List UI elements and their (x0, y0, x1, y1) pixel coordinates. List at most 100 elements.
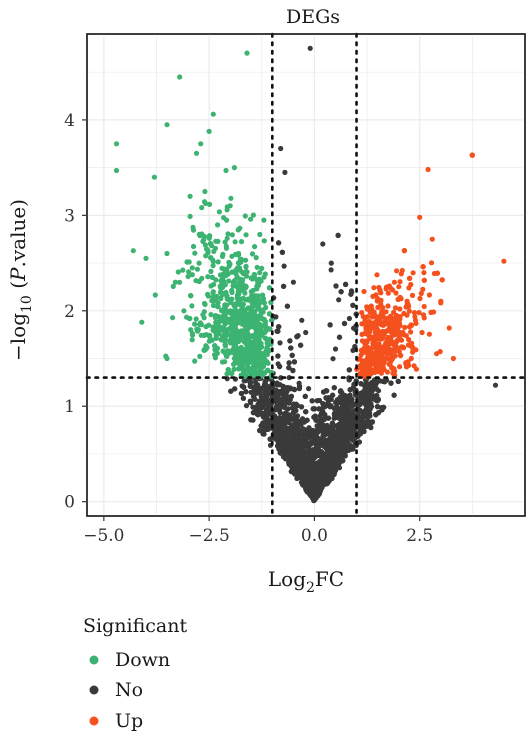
data-point-no (305, 430, 311, 436)
data-point-no (255, 401, 261, 407)
data-point-no (309, 431, 315, 437)
data-point-no (368, 401, 374, 407)
data-point-no (262, 378, 268, 384)
data-point-no (304, 477, 310, 483)
data-point-no (334, 401, 340, 407)
data-point-no (349, 396, 355, 402)
data-point-no (278, 397, 284, 404)
data-point-no (346, 434, 352, 441)
data-point-no (359, 426, 365, 432)
data-point-no (314, 469, 320, 475)
data-point-no (288, 468, 294, 475)
data-point-no (379, 407, 385, 413)
data-point-no (243, 403, 250, 409)
data-point-no (363, 388, 370, 394)
data-point-no (304, 417, 310, 423)
data-point-no (334, 452, 340, 458)
data-point-no (290, 279, 296, 285)
data-point-no (374, 393, 380, 399)
data-point-no (288, 393, 294, 399)
data-point-no (282, 169, 288, 175)
data-point-no (228, 388, 234, 394)
data-point-no (298, 404, 305, 410)
data-point-no (325, 415, 331, 421)
data-point-no (330, 392, 336, 398)
data-point-no (300, 477, 306, 483)
data-point-no (314, 423, 320, 429)
data-point-no (338, 454, 344, 460)
data-point-no (321, 416, 327, 422)
data-point-no (333, 283, 339, 289)
data-point-no (333, 405, 339, 411)
data-point-no (278, 419, 284, 426)
data-point-no (365, 405, 371, 411)
data-point-no (492, 382, 499, 388)
data-point-no (350, 412, 356, 418)
data-point-no (395, 378, 401, 384)
data-point-no (257, 427, 263, 434)
data-point-no (325, 397, 331, 403)
data-point-down (222, 342, 228, 348)
data-point-no (303, 329, 309, 336)
data-point-no (322, 475, 328, 481)
data-point-no (320, 422, 326, 428)
data-point-no (319, 485, 325, 491)
data-point-no (350, 302, 356, 308)
data-point-no (279, 438, 285, 444)
data-point-no (350, 446, 356, 452)
data-point-no (345, 394, 351, 400)
data-point-no (291, 359, 297, 365)
data-point-down (225, 367, 231, 373)
data-point-no (274, 391, 280, 397)
data-point-no (349, 420, 355, 426)
data-point-no (288, 345, 294, 351)
data-point-no (303, 409, 309, 415)
data-point-no (324, 428, 330, 434)
data-point-down (229, 370, 235, 376)
data-point-no (364, 423, 370, 429)
data-point-no (331, 385, 337, 391)
data-point-no (349, 428, 355, 434)
data-point-no (308, 485, 314, 491)
data-point-no (280, 443, 286, 449)
data-point-no (337, 389, 344, 395)
data-point-no (288, 463, 294, 469)
data-point-no (297, 461, 303, 467)
data-point-no (286, 375, 292, 381)
data-point-no (350, 384, 356, 391)
data-point-no (275, 353, 281, 359)
data-point-no (373, 380, 379, 387)
data-point-no (247, 383, 253, 389)
data-point-no (359, 421, 365, 427)
data-point-no (298, 422, 304, 428)
data-point-down (236, 366, 242, 372)
data-point-no (254, 382, 260, 388)
data-point-no (372, 396, 378, 403)
data-point-no (289, 352, 295, 358)
data-point-no (243, 389, 249, 395)
data-point-no (232, 386, 238, 392)
data-point-no (310, 480, 316, 486)
data-point-no (275, 438, 281, 445)
data-point-no (369, 382, 375, 388)
data-point-no (312, 413, 318, 419)
data-point-no (263, 412, 269, 418)
data-point-no (391, 392, 397, 398)
data-point-no (328, 267, 334, 273)
data-point-no (302, 393, 308, 399)
data-point-no (262, 383, 268, 389)
data-point-no (345, 446, 351, 452)
data-point-no (279, 249, 285, 255)
data-point-no (302, 482, 308, 488)
data-point-no (314, 398, 320, 404)
data-point-no (311, 493, 317, 499)
data-point-no (297, 431, 304, 438)
data-point-no (239, 383, 245, 389)
data-point-no (278, 404, 284, 410)
data-point-no (276, 240, 282, 246)
data-point-no (340, 400, 346, 406)
chart-title: DEGs (286, 6, 340, 28)
data-point-no (276, 324, 282, 330)
data-point-no (298, 454, 304, 460)
data-point-no (321, 443, 327, 449)
